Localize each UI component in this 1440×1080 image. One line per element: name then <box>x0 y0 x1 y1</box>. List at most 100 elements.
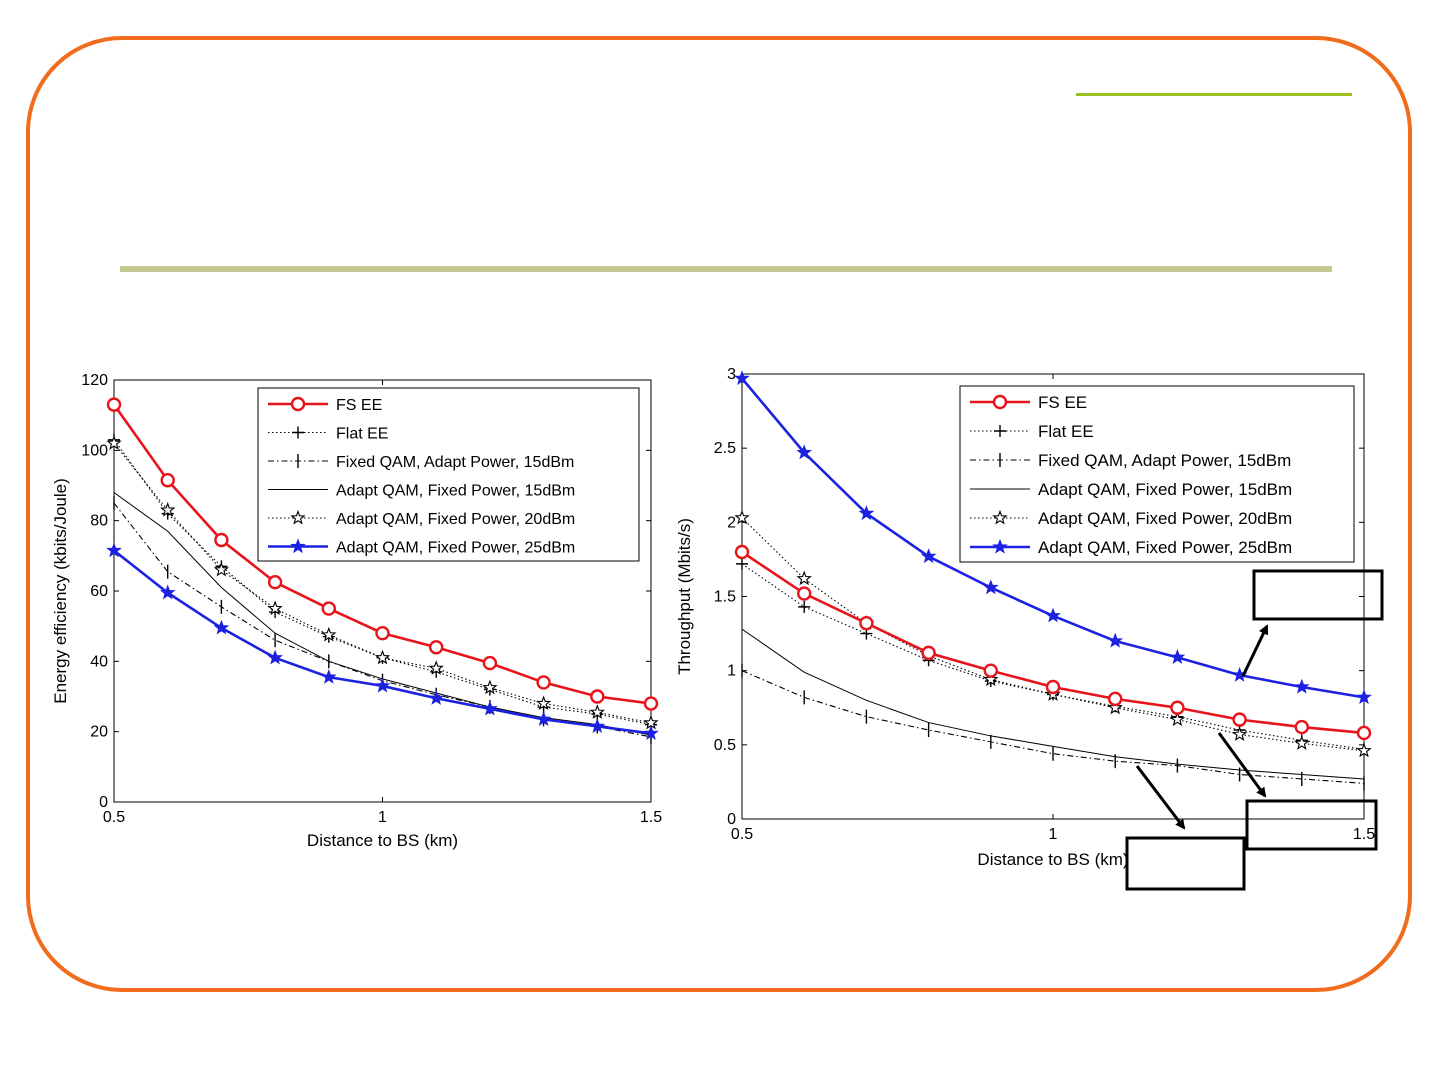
y-tick-label: 0 <box>99 794 108 811</box>
data-point <box>536 675 551 690</box>
legend-marker <box>992 538 1008 554</box>
data-point <box>1356 725 1372 741</box>
y-tick-label: 80 <box>90 513 108 530</box>
data-point <box>1169 649 1186 664</box>
data-point <box>859 616 874 631</box>
data-point <box>106 397 122 412</box>
data-point <box>590 689 605 704</box>
y-tick-label: 3 <box>727 366 736 383</box>
data-point <box>482 655 498 671</box>
data-point <box>983 671 999 687</box>
data-point <box>213 619 230 635</box>
data-point <box>796 586 812 601</box>
x-tick-label: 1.5 <box>640 809 662 826</box>
data-point <box>1045 607 1061 623</box>
legend-marker <box>292 426 304 439</box>
data-point <box>1356 742 1372 758</box>
accent-line-top <box>1076 93 1352 96</box>
legend-entry: Flat EE <box>1038 422 1094 441</box>
data-point <box>1356 689 1372 705</box>
data-point <box>1294 719 1309 735</box>
legend: FS EE Flat EE Fixed QAM, Adapt Power, 15dB… <box>959 385 1355 563</box>
series-5 <box>106 542 659 741</box>
data-point <box>736 557 748 570</box>
legend-entry: Adapt QAM, Fixed Power, 25dBm <box>1038 538 1292 557</box>
series-line-3 <box>741 628 1365 780</box>
data-point <box>589 718 606 734</box>
x-axis-label: Distance to BS (km) <box>977 850 1128 869</box>
data-point <box>374 649 391 665</box>
data-point <box>1045 679 1061 695</box>
data-point <box>106 435 122 450</box>
legend-entry: Fixed QAM, Adapt Power, 15dBm <box>1038 451 1291 470</box>
legend-marker <box>994 425 1006 437</box>
data-point <box>321 626 337 642</box>
y-tick-label: 20 <box>90 724 108 741</box>
data-point <box>921 645 936 661</box>
data-point <box>982 579 999 595</box>
slide-frame <box>26 36 1412 992</box>
data-point <box>796 570 812 586</box>
legend: FS EE Flat EE Fixed QAM, Adapt Power, 15dB… <box>257 387 640 562</box>
data-point <box>321 601 336 616</box>
data-point <box>1231 726 1248 741</box>
x-axis-label: Distance to BS (km) <box>307 831 458 850</box>
data-point <box>267 600 283 616</box>
y-axis-label: Throughput (Mbits/s) <box>675 518 694 675</box>
series-line-1 <box>113 439 652 726</box>
y-axis-label: Energy efficiency (kbits/Joule) <box>51 478 70 704</box>
y-tick-label: 60 <box>90 583 108 600</box>
data-point <box>1294 735 1310 750</box>
legend-entry: FS EE <box>1038 393 1087 412</box>
y-tick-label: 0 <box>727 811 736 828</box>
data-point <box>589 704 605 719</box>
legend-entry: Adapt QAM, Fixed Power, 25dBm <box>336 540 575 557</box>
data-point <box>535 695 552 711</box>
y-tick-label: 2.5 <box>714 440 736 457</box>
data-point <box>1293 678 1310 694</box>
series-line-2 <box>741 670 1365 784</box>
legend-entry: Adapt QAM, Fixed Power, 15dBm <box>1038 480 1292 499</box>
data-point <box>734 370 750 386</box>
callout-arrow-lower <box>1135 765 1186 830</box>
data-point <box>106 542 122 558</box>
data-point <box>320 668 337 684</box>
data-point <box>482 700 498 716</box>
energy-efficiency-chart: 0.5 1 1.5 0 20 40 60 80 100 120 Distance to BS (km… <box>51 372 662 850</box>
y-tick-label: 100 <box>81 442 108 459</box>
x-tick-label: 0.5 <box>103 809 125 826</box>
data-point <box>374 677 391 693</box>
series-0 <box>734 544 1372 741</box>
data-point <box>643 696 659 711</box>
legend-entry: Adapt QAM, Fixed Power, 20dBm <box>1038 509 1292 528</box>
legend-marker <box>992 509 1008 525</box>
data-point <box>734 544 750 560</box>
data-point <box>798 600 811 613</box>
legend-marker <box>290 538 306 554</box>
data-point <box>796 444 813 460</box>
legend-entry: Flat EE <box>336 426 388 443</box>
data-point <box>428 660 444 675</box>
data-point <box>1107 699 1123 715</box>
data-point <box>535 711 552 727</box>
data-point <box>983 663 998 678</box>
callout-arrow-middle <box>1217 732 1267 798</box>
y-tick-label: 2 <box>727 514 736 531</box>
callout-arrow-upper <box>1241 624 1269 677</box>
callout-box-middle <box>1245 799 1378 851</box>
legend-entry: Adapt QAM, Fixed Power, 20dBm <box>336 511 575 528</box>
data-point <box>734 509 750 525</box>
data-point <box>429 640 444 655</box>
data-point <box>1108 691 1123 707</box>
series-5 <box>734 370 1372 705</box>
legend-marker <box>992 394 1008 410</box>
y-tick-label: 0.5 <box>714 737 736 754</box>
data-point <box>213 561 230 577</box>
data-point <box>1232 712 1247 727</box>
y-tick-label: 40 <box>90 653 108 670</box>
legend-entry: Adapt QAM, Fixed Power, 15dBm <box>336 483 575 500</box>
data-point <box>159 584 176 600</box>
legend-marker <box>290 396 306 412</box>
data-point <box>1170 700 1185 715</box>
